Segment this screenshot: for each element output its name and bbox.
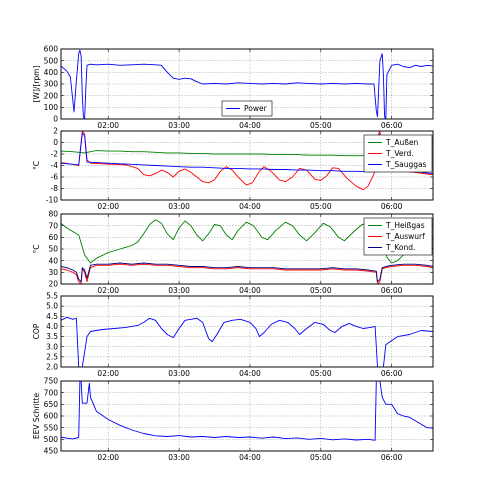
series-line-1: [61, 316, 433, 367]
x-tick-label: 04:00: [239, 202, 261, 211]
y-tick-label: -10: [46, 196, 58, 205]
series-line-2: [61, 263, 433, 284]
y-tick-label: 80: [48, 210, 58, 219]
y-tick-label: 40: [48, 256, 58, 265]
series-line-1: [61, 381, 433, 441]
chart-panel-1: 02:00 03:00 04:00 05:00 06:00 0 100 200 300 400 50…: [32, 45, 434, 130]
x-tick-label: 05:00: [310, 121, 332, 130]
y-tick-label: 20: [48, 280, 58, 289]
y-tick-label: 600: [44, 45, 59, 54]
x-tick-label: 06:00: [381, 369, 403, 378]
y-tick-label: -6: [51, 173, 59, 182]
chart-panel-5: 02:00 03:00 04:00 05:00 06:00 450 500 550 600 650…: [32, 377, 434, 462]
x-tick-label: 03:00: [168, 121, 190, 130]
x-tick-label: 04:00: [239, 121, 261, 130]
x-tick-label: 06:00: [381, 286, 403, 295]
plot-border: [60, 295, 434, 368]
y-tick-label: 0: [53, 138, 58, 147]
legend: T_Außen T_Verd. T_Sauggas: [363, 134, 433, 173]
y-tick-label: 2.0: [46, 363, 58, 372]
y-tick-label: 700: [44, 388, 59, 397]
y-tick-label: 60: [48, 233, 58, 242]
y-tick-label: 500: [44, 56, 59, 65]
x-tick-label: 02:00: [97, 369, 119, 378]
series-line-3: [61, 262, 433, 283]
y-tick-label: 750: [44, 377, 59, 386]
y-tick-label: 650: [44, 400, 59, 409]
y-tick-label: -4: [51, 161, 59, 170]
plot-border: [60, 48, 434, 120]
plot-border: [60, 213, 434, 285]
y-tick-label: 4.0: [46, 322, 58, 331]
x-tick-label: 05:00: [310, 286, 332, 295]
x-tick-label: 04:00: [239, 286, 261, 295]
legend-label: T_Sauggas: [385, 160, 427, 169]
plot-border: [60, 380, 434, 452]
y-tick-label: 400: [44, 68, 59, 77]
y-tick-label: 5.0: [46, 302, 58, 311]
y-tick-label: 30: [48, 268, 58, 277]
y-tick-label: 0: [53, 115, 58, 124]
y-tick-label: 200: [44, 91, 59, 100]
x-tick-label: 05:00: [310, 202, 332, 211]
y-axis-label: °C: [32, 161, 41, 170]
plot-border: [60, 130, 434, 201]
x-tick-label: 03:00: [168, 369, 190, 378]
y-tick-label: 550: [44, 423, 59, 432]
legend: T_Heißgas T_Auswurf T_Kond.: [363, 217, 433, 256]
legend: Power: [221, 100, 273, 117]
series-line-2: [61, 131, 433, 191]
x-tick-label: 03:00: [168, 286, 190, 295]
x-tick-label: 06:00: [381, 202, 403, 211]
y-tick-label: 2: [53, 127, 58, 136]
legend-label: T_Außen: [385, 138, 419, 147]
legend-label: T_Verd.: [385, 149, 414, 158]
y-tick-label: 3.5: [46, 332, 58, 341]
y-tick-label: 70: [48, 221, 58, 230]
x-tick-label: 06:00: [381, 453, 403, 462]
x-tick-label: 05:00: [310, 453, 332, 462]
x-tick-label: 05:00: [310, 369, 332, 378]
y-axis-label: EEV Schritte: [32, 392, 41, 439]
chart-panel-2: 02:00 03:00 04:00 05:00 06:00 -10 -8 -6 -4 -2 0 2 °C…: [32, 127, 434, 211]
x-tick-label: 04:00: [239, 369, 261, 378]
y-tick-label: 500: [44, 435, 59, 444]
y-tick-label: 300: [44, 80, 59, 89]
legend-label: T_Heißgas: [385, 221, 425, 230]
y-tick-label: -8: [51, 184, 59, 193]
y-tick-label: -2: [51, 150, 59, 159]
y-tick-label: 2.5: [46, 352, 58, 361]
y-tick-label: 50: [48, 245, 58, 254]
y-axis-label: [W]/[rpm]: [32, 66, 41, 103]
y-tick-label: 600: [44, 412, 59, 421]
y-tick-label: 450: [44, 447, 59, 456]
x-tick-label: 02:00: [97, 121, 119, 130]
y-tick-label: 100: [44, 103, 59, 112]
x-tick-label: 03:00: [168, 453, 190, 462]
legend-box: [221, 100, 273, 117]
x-tick-label: 04:00: [239, 453, 261, 462]
plot-area: [60, 295, 434, 368]
chart-panel-3: 02:00 03:00 04:00 05:00 06:00 20 30 40 50 60 70 80 °…: [32, 210, 434, 295]
series-line-1: [61, 150, 374, 157]
y-axis-label: COP: [32, 323, 41, 339]
x-tick-label: 02:00: [97, 286, 119, 295]
y-tick-label: 3.0: [46, 342, 58, 351]
chart-panel-4: 02:00 03:00 04:00 05:00 06:00 2.0 2.53.03.54.0…: [32, 292, 434, 378]
x-tick-label: 02:00: [97, 453, 119, 462]
y-axis-label: °C: [32, 245, 41, 254]
legend-label: T_Auswurf: [385, 232, 425, 241]
x-tick-label: 02:00: [97, 202, 119, 211]
legend-label: Power: [244, 104, 268, 113]
y-tick-label: 4.5: [46, 312, 58, 321]
y-tick-label: 5.5: [46, 292, 58, 301]
x-tick-label: 03:00: [168, 202, 190, 211]
legend-label: T_Kond.: [385, 243, 415, 252]
x-tick-label: 06:00: [381, 121, 403, 130]
